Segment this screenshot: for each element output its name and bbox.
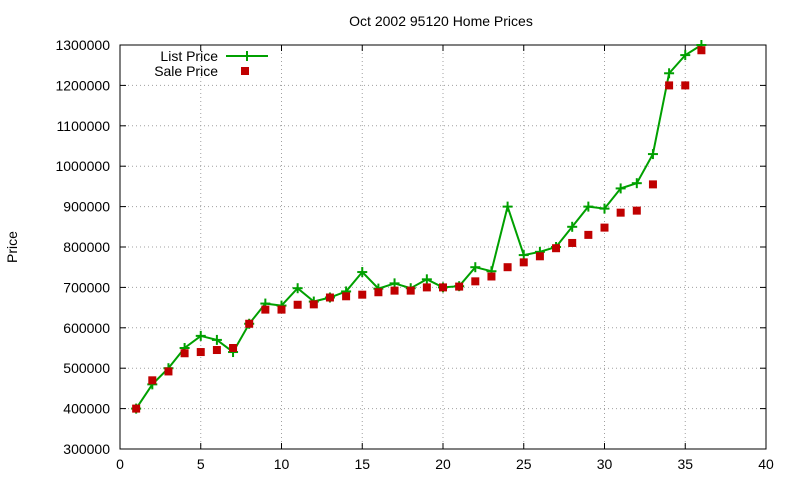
sale-price-point — [600, 223, 609, 232]
list-price-point — [470, 262, 481, 273]
list-price-point — [502, 201, 513, 212]
y-tick-label: 600000 — [63, 320, 110, 336]
sale-price-point — [229, 344, 238, 352]
x-tick-label: 40 — [758, 456, 774, 472]
sale-price-point — [422, 283, 431, 292]
y-tick-label: 1000000 — [55, 158, 110, 174]
sale-price-point — [439, 283, 447, 292]
sale-price-point — [519, 258, 528, 267]
x-tick-label: 0 — [116, 456, 124, 472]
sale-price-point — [293, 300, 302, 309]
x-tick-label: 5 — [197, 456, 205, 472]
x-tick-label: 20 — [435, 456, 451, 472]
sale-price-point — [648, 180, 657, 189]
list-price-point — [583, 201, 594, 212]
y-tick-label: 500000 — [63, 360, 110, 376]
sale-price-point — [406, 286, 415, 295]
sale-price-point — [535, 252, 544, 261]
list-price-point — [357, 267, 368, 278]
sale-price-point — [568, 238, 577, 247]
tick-labels: 0 5 10 15 20 25 30 35 40 300000 400000 500000 600000… — [55, 37, 774, 472]
sale-price-point — [325, 293, 334, 302]
sale-price-point — [697, 46, 706, 55]
list-price-point — [421, 274, 432, 285]
sale-price-point — [132, 404, 141, 413]
legend-marker-list-price — [242, 51, 252, 61]
list-price-point — [680, 50, 691, 61]
sale-price-point — [632, 206, 641, 215]
y-tick-label: 300000 — [63, 441, 110, 457]
sale-price-point — [455, 282, 464, 291]
sale-price-point — [358, 290, 367, 299]
list-price-series — [131, 40, 707, 414]
sale-price-point — [681, 81, 690, 90]
list-price-point — [567, 221, 578, 232]
y-tick-label: 900000 — [63, 199, 110, 215]
sale-price-point — [487, 272, 496, 281]
legend: List Price Sale Price — [154, 48, 268, 79]
y-tick-label: 1300000 — [55, 37, 110, 53]
x-tick-label: 30 — [597, 456, 613, 472]
sale-price-point — [584, 230, 593, 239]
legend-label-sale-price: Sale Price — [154, 63, 218, 79]
y-tick-label: 1100000 — [57, 118, 111, 134]
x-tick-label: 15 — [354, 456, 370, 472]
x-tick-label: 25 — [516, 456, 532, 472]
x-tick-label: 35 — [677, 456, 693, 472]
list-price-point — [615, 183, 626, 194]
sale-price-point — [665, 81, 674, 90]
y-tick-label: 400000 — [63, 401, 110, 417]
x-tick-label: 10 — [274, 456, 290, 472]
sale-price-point — [552, 244, 561, 253]
sale-price-point — [390, 286, 399, 295]
list-price-point — [599, 203, 610, 214]
chart-title: Oct 2002 95120 Home Prices — [349, 13, 533, 29]
sale-price-point — [148, 376, 157, 385]
sale-price-point — [180, 349, 189, 358]
y-axis-label: Price — [4, 231, 20, 263]
grid — [120, 45, 766, 449]
sale-price-point — [471, 277, 480, 286]
legend-marker-sale-price — [241, 67, 249, 75]
sale-price-point — [309, 300, 318, 309]
sale-price-series — [132, 46, 706, 413]
y-tick-label: 700000 — [63, 279, 110, 295]
sale-price-point — [342, 292, 351, 301]
sale-price-point — [212, 346, 221, 355]
y-tick-label: 800000 — [63, 239, 110, 255]
sale-price-point — [277, 305, 286, 314]
list-price-point — [195, 330, 206, 341]
list-price-point — [211, 334, 222, 345]
legend-label-list-price: List Price — [160, 48, 218, 64]
list-price-point — [292, 283, 303, 294]
axes — [119, 44, 767, 450]
sale-price-point — [164, 367, 173, 376]
sale-price-point — [261, 305, 270, 314]
sale-price-point — [503, 263, 512, 272]
sale-price-point — [245, 319, 254, 328]
y-tick-label: 1200000 — [55, 77, 110, 93]
list-price-line — [135, 44, 702, 410]
sale-price-point — [374, 288, 383, 297]
list-price-point — [631, 178, 642, 189]
list-price-point — [664, 68, 675, 79]
sale-price-point — [196, 348, 205, 357]
sale-price-point — [616, 208, 625, 217]
list-price-point — [647, 149, 658, 160]
